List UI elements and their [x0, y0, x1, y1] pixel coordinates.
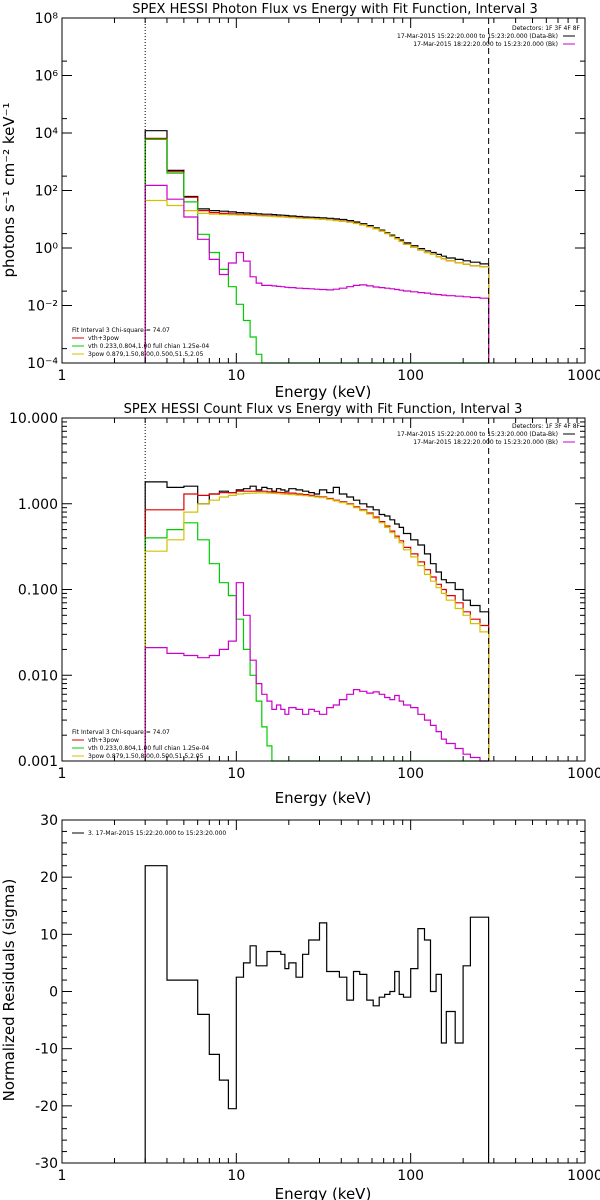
count-flux-series-magenta — [144, 582, 489, 762]
count-flux-y-tick-label: 0.010 — [18, 668, 58, 684]
photon-flux-y-tick-label: 10⁸ — [35, 11, 59, 27]
residuals-x-tick-label: 1 — [58, 1168, 67, 1184]
count-flux-fit-legend-line-3: vth 0.233,0.804,1.00 full chian 1.25e-04 — [88, 745, 209, 752]
photon-flux-y-axis-label: photons s⁻¹ cm⁻² keV⁻¹ — [0, 103, 18, 278]
photon-flux-legend-line-1: Detectors: 1F 3F 4F 8F — [512, 25, 581, 32]
photon-flux-x-tick-label: 100 — [397, 368, 424, 384]
count-flux-y-tick-label: 0.100 — [18, 583, 58, 599]
count-flux-fit-legend-line-2: vth+3pow — [88, 737, 119, 744]
photon-flux-x-tick-label: 10 — [227, 368, 245, 384]
panel-count-flux: SPEX HESSI Count Flux vs Energy with Fit… — [9, 402, 600, 807]
photon-flux-y-tick-label: 10² — [35, 184, 58, 200]
count-flux-fit-legend-line-1: Fit Interval 3 Chi-square = 74.07 — [72, 729, 170, 736]
photon-flux-y-tick-label: 10⁰ — [35, 241, 59, 257]
photon-flux-y-tick-label: 10⁴ — [35, 126, 59, 142]
residuals-series-group — [144, 865, 490, 1163]
photon-flux-y-tick-label: 10⁶ — [35, 69, 59, 85]
photon-flux-series-black — [144, 130, 490, 363]
photon-flux-series-red — [144, 137, 490, 363]
residuals-plot-frame — [61, 819, 586, 1164]
photon-flux-axes-group: 1 10 100 1000 10⁻⁴ 10⁻² 10⁰ 10² 10⁴ 10⁶ 10⁸ — [27, 11, 600, 384]
photon-flux-plot-frame — [61, 17, 586, 364]
count-flux-fit-legend-line-4: 3pow 0.879,1.50,8.00,0.500,51.5,2.05 — [88, 753, 204, 760]
residuals-x-tick-label: 1000 — [567, 1168, 600, 1184]
residuals-x-axis-label: Energy (keV) — [275, 1185, 372, 1200]
photon-flux-x-tick-label: 1000 — [567, 368, 600, 384]
residuals-y-tick-label: 0 — [49, 985, 58, 1001]
count-flux-series-green — [144, 522, 489, 762]
count-flux-title: SPEX HESSI Count Flux vs Energy with Fit… — [124, 402, 523, 417]
photon-flux-fit-legend-line-4: 3pow 0.879,1.50,8.00,0.500,51.5,2.05 — [88, 351, 204, 358]
count-flux-plot-frame — [61, 417, 586, 762]
count-flux-legend-line-2: 17-Mar-2015 15:22:20.000 to 15:23:20.000… — [397, 431, 558, 438]
count-flux-series-yellow — [144, 492, 490, 761]
photon-flux-title: SPEX HESSI Photon Flux vs Energy with Fi… — [132, 2, 538, 17]
photon-flux-legend-line-2: 17-Mar-2015 15:22:20.000 to 15:23:20.000… — [397, 33, 558, 40]
residuals-series-black — [144, 865, 490, 1163]
photon-flux-x-tick-label: 1 — [58, 368, 67, 384]
count-flux-x-tick-label: 1 — [58, 766, 67, 782]
photon-flux-series-yellow — [144, 199, 490, 363]
residuals-x-tick-label: 100 — [397, 1168, 424, 1184]
count-flux-y-tick-label: 1.000 — [18, 497, 58, 513]
photon-flux-fit-legend-line-1: Fit Interval 3 Chi-square = 74.07 — [72, 327, 170, 334]
residuals-y-tick-label: 30 — [40, 813, 58, 829]
photon-flux-y-tick-label: 10⁻² — [27, 299, 58, 315]
photon-flux-series-magenta — [144, 184, 490, 363]
count-flux-series-red — [144, 490, 490, 761]
photon-flux-series-group — [144, 130, 490, 364]
photon-flux-series-green — [144, 138, 489, 364]
count-flux-series-group — [144, 481, 490, 762]
photon-flux-y-tick-label: 10⁻⁴ — [27, 356, 58, 372]
count-flux-x-tick-label: 100 — [397, 766, 424, 782]
count-flux-x-tick-label: 10 — [227, 766, 245, 782]
residuals-axes-group: 1 10 100 1000 -30 -20 -10 0 10 20 30 — [35, 813, 600, 1184]
count-flux-x-tick-label: 1000 — [567, 766, 600, 782]
panel-photon-flux: SPEX HESSI Photon Flux vs Energy with Fi… — [0, 2, 600, 401]
photon-flux-fit-legend-line-2: vth+3pow — [88, 335, 119, 342]
residuals-y-tick-label: -20 — [35, 1099, 58, 1115]
residuals-y-axis-label: Normalized Residuals (sigma) — [0, 879, 18, 1102]
photon-flux-fit-legend-line-3: vth 0.233,0.804,1.00 full chian 1.25e-04 — [88, 343, 209, 350]
residuals-y-tick-label: 10 — [40, 927, 58, 943]
count-flux-series-black — [144, 481, 490, 761]
residuals-y-tick-label: -10 — [35, 1042, 58, 1058]
count-flux-x-axis-label: Energy (keV) — [275, 789, 372, 807]
residuals-x-tick-label: 10 — [227, 1168, 245, 1184]
count-flux-legend-line-3: 17-Mar-2015 18:22:20.000 to 15:23:20.000… — [413, 439, 558, 446]
residuals-legend-label: 3. 17-Mar-2015 15:22:20.000 to 15:23:20.… — [88, 830, 226, 837]
photon-flux-legend-line-3: 17-Mar-2015 18:22:20.000 to 15:23:20.000… — [413, 41, 558, 48]
count-flux-legend-line-1: Detectors: 1F 3F 4F 8F — [512, 423, 581, 430]
residuals-y-tick-label: 20 — [40, 870, 58, 886]
count-flux-axes-group: 1 10 100 1000 0.001 0.010 0.100 1.000 10.000 — [9, 411, 600, 782]
residuals-y-tick-label: -30 — [35, 1156, 58, 1172]
count-flux-y-tick-label: 10.000 — [9, 411, 58, 427]
photon-flux-x-axis-label: Energy (keV) — [275, 383, 372, 401]
count-flux-y-tick-label: 0.001 — [18, 754, 58, 770]
